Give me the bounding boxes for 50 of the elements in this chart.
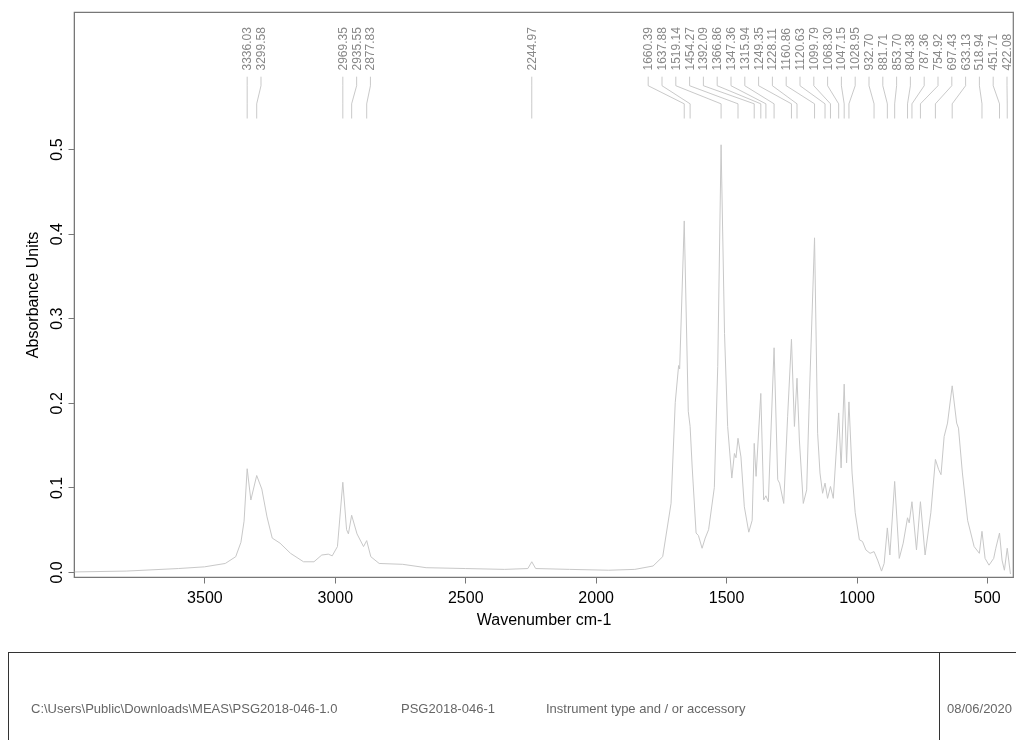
annotation: 1160.86 <box>779 27 794 71</box>
x-tick-label: 2500 <box>447 588 484 606</box>
y-tick-label: 0.4 <box>47 222 65 246</box>
annotation: 1249.35 <box>751 26 766 71</box>
annotation: 881.71 <box>875 33 890 71</box>
annotation: 1047.15 <box>834 26 849 71</box>
y-tick-label: 0.0 <box>47 561 65 584</box>
x-tick-label: 3500 <box>187 588 223 606</box>
annotation: 422.08 <box>1000 33 1014 71</box>
annotation: 2877.83 <box>363 26 378 71</box>
line-series <box>74 144 1011 575</box>
annotation: 451.71 <box>986 33 1001 71</box>
annotation: 1315.94 <box>737 26 752 71</box>
footer-box: C:\Users\Public\Downloads\MEAS\PSG2018-046-1.0 PSG2018-046-1 Instrument type and / or accessory 08/06/2020 <box>8 652 1016 740</box>
annotation: 1068.30 <box>820 26 835 71</box>
annotation: 1392.09 <box>696 26 711 71</box>
annotation: 1120.63 <box>793 27 807 71</box>
annotation: 1660.39 <box>641 26 656 71</box>
annotation: 3336.03 <box>240 26 255 71</box>
y-axis-title: Absorbance Units <box>23 231 41 359</box>
annotation: 697.43 <box>944 33 959 71</box>
x-axis-title: Wavenumber cm-1 <box>476 610 612 628</box>
x-tick-label: 3000 <box>317 588 354 606</box>
y-tick-label: 0.2 <box>47 392 65 415</box>
annotation: 2244.97 <box>524 26 539 71</box>
annotation: 1028.95 <box>848 26 863 71</box>
annotation: 1099.79 <box>806 26 821 71</box>
annotation: 1366.86 <box>710 26 725 71</box>
annotation: 1228.11 <box>765 27 780 71</box>
y-tick-label: 0.5 <box>47 138 65 161</box>
annotation: 2935.55 <box>349 26 364 71</box>
annotation: 754.92 <box>931 33 945 71</box>
annotation: 518.94 <box>972 33 987 71</box>
x-tick-label: 1500 <box>708 588 745 606</box>
annotation: 1454.27 <box>682 26 697 71</box>
y-tick-label: 0.1 <box>47 476 65 499</box>
x-tick-label: 2000 <box>578 588 615 606</box>
x-tick-label: 1000 <box>839 588 875 606</box>
annotation: 2969.35 <box>335 26 350 71</box>
annotation: 1347.36 <box>724 26 738 71</box>
y-tick-label: 0.3 <box>47 307 65 330</box>
annotation: 1637.88 <box>655 26 669 71</box>
annotation: 932.70 <box>862 33 876 71</box>
annotation: 1519.14 <box>668 26 683 71</box>
annotation: 633.13 <box>958 33 973 71</box>
annotation: 3299.58 <box>253 26 268 71</box>
annotation: 804.38 <box>903 33 918 71</box>
annotation: 853.70 <box>889 33 904 71</box>
x-tick-label: 500 <box>974 588 1001 606</box>
annotation: 787.36 <box>917 33 932 71</box>
